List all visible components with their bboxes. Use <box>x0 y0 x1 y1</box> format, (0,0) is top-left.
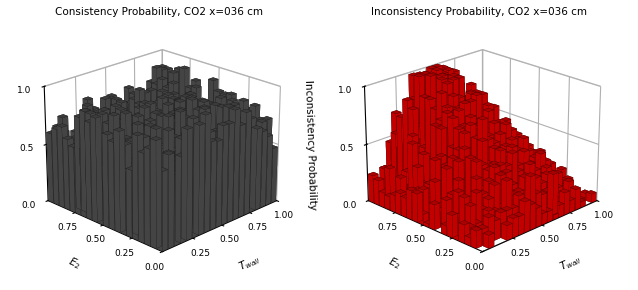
X-axis label: $T_{wall}$: $T_{wall}$ <box>557 253 583 274</box>
Title: Inconsistency Probability, CO2 x=036 cm: Inconsistency Probability, CO2 x=036 cm <box>371 7 587 17</box>
Title: Consistency Probability, CO2 x=036 cm: Consistency Probability, CO2 x=036 cm <box>55 7 263 17</box>
Y-axis label: $E_2$: $E_2$ <box>66 255 83 272</box>
X-axis label: $T_{wall}$: $T_{wall}$ <box>237 253 263 274</box>
Y-axis label: $E_2$: $E_2$ <box>387 255 403 272</box>
